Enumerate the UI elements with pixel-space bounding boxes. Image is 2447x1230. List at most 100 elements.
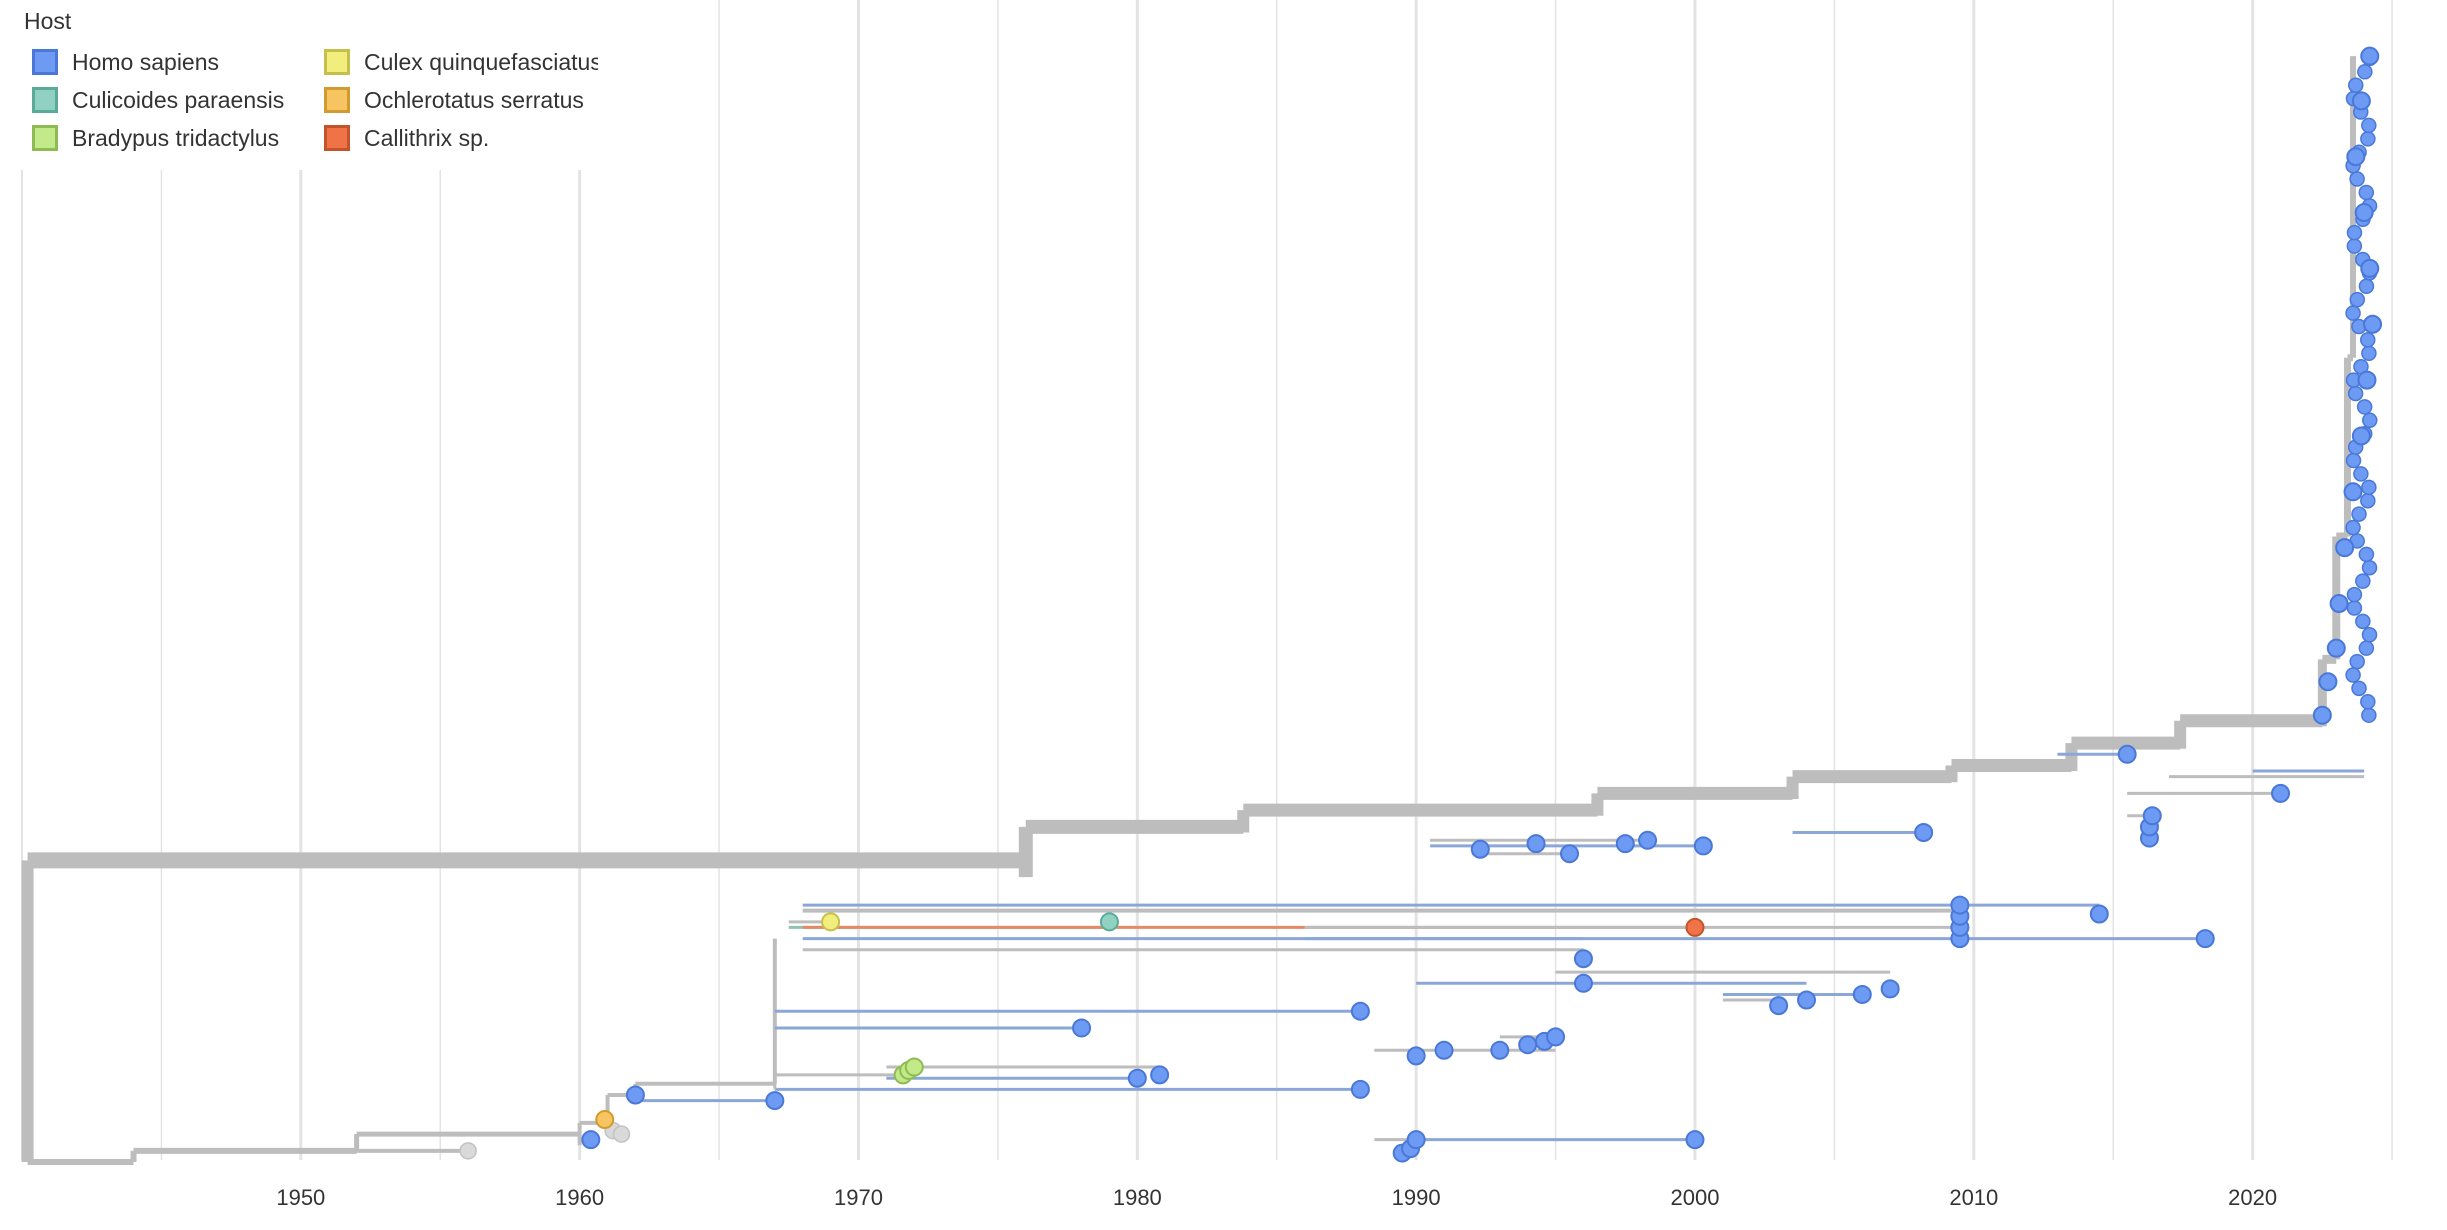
human-tip-dense — [2356, 399, 2373, 415]
human-tip-dense — [2355, 613, 2371, 630]
tip-point-homo-sapiens-46 — [2335, 538, 2355, 558]
tip-point-homo-sapiens-24 — [1685, 1130, 1705, 1150]
x-tick-label-1990: 1990 — [1392, 1185, 1441, 1210]
legend-label-ochlerotatus-serratus: Ochlerotatus serratus — [364, 87, 584, 113]
tip-point-bradypus-tridactylus-2 — [904, 1057, 924, 1077]
human-tip-dense — [2346, 224, 2363, 241]
tip-point-homo-sapiens-18 — [1546, 1027, 1566, 1047]
legend-item-bradypus-tridactylus[interactable]: Bradypus tridactylus — [24, 123, 314, 157]
legend-title: Host — [24, 8, 72, 34]
tip-point-homo-sapiens-14 — [1490, 1040, 1510, 1060]
legend-item-homo-sapiens[interactable]: Homo sapiens — [24, 47, 314, 81]
tip-point-homo-sapiens-55 — [2360, 46, 2380, 66]
tip-point-homo-sapiens-49 — [2357, 370, 2377, 390]
legend-item-ochlerotatus-serratus[interactable]: Ochlerotatus serratus — [316, 85, 598, 119]
legend-label-culex-quinquefasciatus: Culex quinquefasciatus — [364, 49, 598, 75]
legend-swatch-ochlerotatus-serratus — [324, 87, 350, 113]
host-legend: Host Homo sapiens Culicoides paraensis B… — [0, 0, 600, 170]
tip-point-homo-sapiens-54 — [2351, 91, 2371, 111]
human-tip-dense — [2357, 64, 2373, 80]
tip-point-homo-sapiens-25 — [1693, 836, 1713, 856]
human-tip-dense — [2355, 573, 2371, 589]
node-point-unknown — [459, 1142, 477, 1160]
tip-point-homo-sapiens-21 — [1573, 973, 1593, 993]
human-tip-dense — [2346, 600, 2363, 616]
legend-swatch-culicoides-paraensis — [32, 87, 58, 113]
tip-point-homo-sapiens-22 — [1615, 834, 1635, 854]
human-tip-dense — [2351, 680, 2367, 697]
tip-point-homo-sapiens-42 — [2312, 705, 2332, 725]
human-tip-dense — [2361, 560, 2378, 576]
human-tip-dense — [2361, 627, 2378, 643]
x-tick-label-2000: 2000 — [1671, 1185, 1720, 1210]
tree-branches — [21, 56, 2365, 1165]
tip-point-homo-sapiens-45 — [2329, 594, 2349, 613]
human-tip-dense — [2347, 77, 2364, 93]
tip-point-homo-sapiens-48 — [2351, 426, 2371, 446]
legend-item-culex-quinquefasciatus[interactable]: Culex quinquefasciatus — [316, 47, 598, 81]
human-tip-dense — [2361, 345, 2377, 362]
grid-lines — [21, 0, 2393, 1160]
human-tip-dense — [2346, 586, 2363, 603]
tip-point-homo-sapiens-30 — [1914, 822, 1934, 842]
tip-point-homo-sapiens-47 — [2343, 482, 2363, 502]
human-tip-dense — [2353, 466, 2369, 482]
human-tip-dense — [2345, 667, 2361, 683]
human-tip-dense — [2358, 278, 2375, 295]
tip-point-homo-sapiens-2 — [765, 1091, 785, 1111]
tip-point-homo-sapiens-50 — [2363, 314, 2383, 334]
tip-point-homo-sapiens-52 — [2354, 203, 2374, 223]
human-tip-dense — [2361, 117, 2377, 134]
tip-point-homo-sapiens-29 — [1880, 979, 1900, 999]
human-tip-dense — [2345, 452, 2362, 469]
human-tip-dense — [2345, 305, 2361, 321]
tip-point-culicoides-paraensis-0 — [1099, 912, 1119, 932]
legend-swatch-culex-quinquefasciatus — [324, 49, 350, 75]
human-tip-dense — [2347, 385, 2364, 402]
human-tip-dense — [2361, 707, 2377, 723]
tip-point-homo-sapiens-53 — [2346, 147, 2366, 167]
tip-point-homo-sapiens-40 — [2195, 929, 2215, 949]
human-tip-dense — [2349, 171, 2365, 187]
x-tick-label-1960: 1960 — [555, 1185, 604, 1210]
tip-point-homo-sapiens-28 — [1852, 984, 1872, 1004]
human-tip-dense — [2360, 332, 2376, 348]
legend-label-homo-sapiens: Homo sapiens — [72, 49, 220, 75]
tip-point-homo-sapiens-4 — [1127, 1068, 1147, 1088]
tip-point-homo-sapiens-13 — [1470, 839, 1490, 859]
human-tip-dense — [2360, 492, 2376, 509]
tip-point-homo-sapiens-20 — [1573, 949, 1593, 969]
tip-point-homo-sapiens-27 — [1797, 990, 1817, 1010]
x-tick-label-2010: 2010 — [1949, 1185, 1998, 1210]
tip-point-homo-sapiens-44 — [2326, 638, 2346, 658]
tip-points — [459, 46, 2383, 1163]
tip-point-homo-sapiens-10 — [1406, 1130, 1426, 1150]
human-tip-dense — [2351, 506, 2367, 522]
human-tip-dense — [2358, 546, 2375, 563]
tip-point-homo-sapiens-6 — [1350, 1079, 1370, 1099]
tip-point-ochlerotatus-serratus-0 — [595, 1110, 615, 1130]
legend-swatch-callithrix-sp — [324, 125, 350, 151]
human-tip-dense — [2361, 479, 2377, 496]
human-tip-dense — [2358, 640, 2375, 656]
tip-point-homo-sapiens-35 — [2089, 904, 2109, 924]
node-point-unknown — [612, 1125, 631, 1143]
tip-point-homo-sapiens-43 — [2318, 672, 2338, 692]
legend-swatch-bradypus-tridactylus — [32, 125, 58, 151]
tip-point-homo-sapiens-39 — [2142, 806, 2162, 826]
tip-point-homo-sapiens-26 — [1769, 996, 1789, 1016]
human-tip-dense — [2360, 694, 2376, 710]
human-tip-dense — [2358, 184, 2375, 201]
x-tick-label-2020: 2020 — [2228, 1185, 2277, 1210]
legend-item-culicoides-paraensis[interactable]: Culicoides paraensis — [24, 85, 314, 119]
tip-point-homo-sapiens-23 — [1638, 830, 1658, 850]
human-tip-dense — [2362, 412, 2378, 429]
tip-point-homo-sapiens-5 — [1150, 1065, 1170, 1085]
legend-item-callithrix-sp[interactable]: Callithrix sp. — [316, 123, 598, 157]
legend-label-bradypus-tridactylus: Bradypus tridactylus — [72, 125, 280, 151]
human-tip-dense — [2346, 238, 2363, 254]
tip-point-homo-sapiens-34 — [1950, 895, 1970, 915]
x-tick-label-1980: 1980 — [1113, 1185, 1162, 1210]
